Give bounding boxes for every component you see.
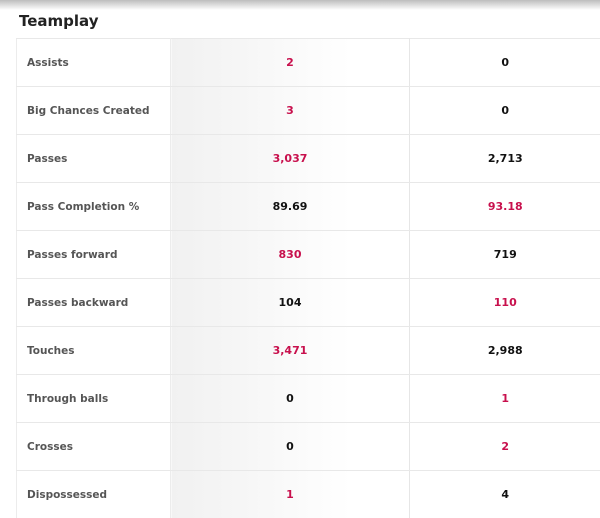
away-value: 2,713 [409,134,600,183]
stat-row-crosses: Crosses 0 2 [16,422,600,471]
home-value: 0 [170,374,410,423]
away-value: 1 [409,374,600,423]
home-value: 3 [170,86,410,135]
home-value: 3,037 [170,134,410,183]
away-value: 719 [409,230,600,279]
top-shadow [0,0,600,10]
stat-row-through-balls: Through balls 0 1 [16,374,600,423]
home-value: 830 [170,230,410,279]
stat-row-big-chances-created: Big Chances Created 3 0 [16,86,600,135]
stat-row-pass-completion: Pass Completion % 89.69 93.18 [16,182,600,231]
section-title: Teamplay [19,12,99,30]
stat-label: Assists [16,38,171,87]
away-value: 2 [409,422,600,471]
stat-label: Passes backward [16,278,171,327]
away-value: 93.18 [409,182,600,231]
stat-label: Big Chances Created [16,86,171,135]
stat-label: Pass Completion % [16,182,171,231]
stat-label: Passes forward [16,230,171,279]
stat-label: Touches [16,326,171,375]
stat-label: Through balls [16,374,171,423]
stat-row-passes-backward: Passes backward 104 110 [16,278,600,327]
home-value: 2 [170,38,410,87]
stat-label: Crosses [16,422,171,471]
away-value: 4 [409,470,600,518]
away-value: 0 [409,38,600,87]
stat-label: Passes [16,134,171,183]
stat-row-dispossessed: Dispossessed 1 4 [16,470,600,518]
away-value: 2,988 [409,326,600,375]
stat-label: Dispossessed [16,470,171,518]
away-value: 110 [409,278,600,327]
stats-table: Assists 2 0 Big Chances Created 3 0 Pass… [16,38,600,518]
home-value: 0 [170,422,410,471]
home-value: 3,471 [170,326,410,375]
stat-row-assists: Assists 2 0 [16,38,600,87]
stat-row-passes-forward: Passes forward 830 719 [16,230,600,279]
stat-row-touches: Touches 3,471 2,988 [16,326,600,375]
home-value: 1 [170,470,410,518]
away-value: 0 [409,86,600,135]
stat-row-passes: Passes 3,037 2,713 [16,134,600,183]
home-value: 104 [170,278,410,327]
home-value: 89.69 [170,182,410,231]
